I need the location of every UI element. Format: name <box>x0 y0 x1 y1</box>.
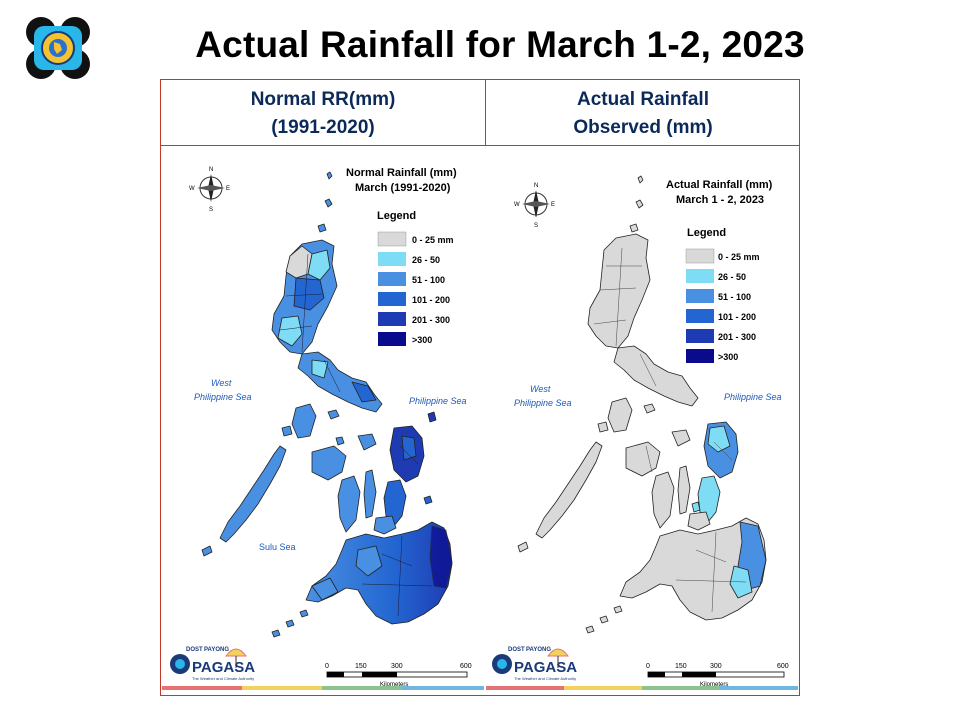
stripe-2 <box>242 686 322 690</box>
scale-tick-0-actual: 0 <box>646 663 650 670</box>
compass-s-actual: S <box>534 223 538 229</box>
actual-legend-title: Legend <box>687 227 726 239</box>
actual-sea-label-east: Philippine Sea <box>724 392 782 402</box>
comparison-frame <box>160 79 800 696</box>
actual-header-line-2: Observed (mm) <box>573 117 713 138</box>
actual-legend-label-2: 51 - 100 <box>718 292 751 302</box>
scale-tick-3: 600 <box>460 663 472 670</box>
slide-title: Actual Rainfall for March 1-2, 2023 <box>195 24 805 65</box>
legend-swatch-2 <box>378 272 406 286</box>
legend-swatch-0 <box>377 231 407 247</box>
pagasa-branding-actual: DOST PAYONG PAGASA The Weather and Clima… <box>492 647 577 681</box>
normal-header-line-2: (1991-2020) <box>271 117 375 138</box>
legend-swatch-3 <box>378 292 406 306</box>
legend-label-0: 0 - 25 mm <box>412 235 454 245</box>
actual-sea-label-west-1: West <box>530 384 551 394</box>
scale-tick-2-actual: 300 <box>710 663 722 670</box>
stripe-1 <box>162 686 242 690</box>
legend-label-5: >300 <box>412 335 432 345</box>
actual-legend-label-3: 101 - 200 <box>718 312 756 322</box>
legend-title: Legend <box>377 210 416 222</box>
scale-bar: 0 150 300 600 Kilometers <box>325 663 472 688</box>
actual-legend-swatch-5 <box>686 349 714 363</box>
compass-w: W <box>189 186 195 192</box>
legend-label-4: 201 - 300 <box>412 315 450 325</box>
scale-tick-0: 0 <box>325 663 329 670</box>
actual-legend-label-0: 0 - 25 mm <box>718 252 760 262</box>
brand-small-actual: PAYONG <box>526 647 551 653</box>
actual-legend-label-5: >300 <box>718 352 738 362</box>
pagasa-seal-logo <box>26 17 90 79</box>
compass-rose-icon: N S E W <box>189 167 230 213</box>
compass-rose-icon-actual: N S E W <box>514 183 555 229</box>
brand-tag-actual: DOST <box>508 647 525 653</box>
actual-rainfall-header: Actual Rainfall Observed (mm) <box>486 86 800 142</box>
legend-label-2: 51 - 100 <box>412 275 445 285</box>
actual-legend-swatch-0 <box>685 248 715 264</box>
actual-legend-label-4: 201 - 300 <box>718 332 756 342</box>
normal-header-line-1: Normal RR(mm) <box>250 89 396 110</box>
sea-label-west-2: Philippine Sea <box>194 392 252 402</box>
actual-legend-swatch-2 <box>686 289 714 303</box>
compass-e-actual: E <box>551 202 555 208</box>
philippines-map-normal <box>201 171 453 638</box>
legend-swatch-4 <box>378 312 406 326</box>
sea-label-west-1: West <box>211 378 232 388</box>
scale-tick-1-actual: 150 <box>675 663 687 670</box>
brand-agency: PAGASA <box>192 659 255 676</box>
compass-n: N <box>209 167 213 173</box>
compass-s: S <box>209 207 213 213</box>
scale-tick-2: 300 <box>391 663 403 670</box>
stripe-3-actual <box>642 686 720 690</box>
legend-right: 0 - 25 mm 26 - 50 51 - 100 101 - 200 201… <box>685 248 760 363</box>
normal-rainfall-header: Normal RR(mm) (1991-2020) <box>162 86 484 142</box>
map-title-line-1: Normal Rainfall (mm) <box>346 167 457 179</box>
normal-rainfall-map: N S E W Normal Rainfall (mm) March (1991… <box>162 146 484 690</box>
brand-tag: DOST <box>186 647 203 653</box>
actual-header-line-1: Actual Rainfall <box>577 89 709 110</box>
stripe-2-actual <box>564 686 642 690</box>
compass-e: E <box>226 186 230 192</box>
actual-map-title-line-2: March 1 - 2, 2023 <box>676 194 764 206</box>
brand-agency-actual: PAGASA <box>514 659 577 676</box>
actual-legend-label-1: 26 - 50 <box>718 272 746 282</box>
compass-w-actual: W <box>514 202 520 208</box>
map-title-line-2: March (1991-2020) <box>355 182 451 194</box>
brand-tagline-actual: The Weather and Climate Authority <box>514 676 576 681</box>
brand-tagline: The Weather and Climate Authority <box>192 676 254 681</box>
sea-label-east: Philippine Sea <box>409 396 467 406</box>
legend-left: 0 - 25 mm 26 - 50 51 - 100 101 - 200 201… <box>377 231 454 346</box>
actual-map-title-line-1: Actual Rainfall (mm) <box>666 179 773 191</box>
legend-label-1: 26 - 50 <box>412 255 440 265</box>
scale-unit: Kilometers <box>380 682 408 688</box>
brand-small: PAYONG <box>204 647 229 653</box>
stripe-4 <box>402 686 484 690</box>
philippines-map-actual <box>517 175 767 634</box>
actual-sea-label-west-2: Philippine Sea <box>514 398 572 408</box>
legend-swatch-1 <box>378 252 406 266</box>
sea-label-sulu: Sulu Sea <box>259 542 296 552</box>
actual-legend-swatch-1 <box>686 269 714 283</box>
stripe-3 <box>322 686 402 690</box>
stripe-4-actual <box>720 686 798 690</box>
scale-tick-1: 150 <box>355 663 367 670</box>
compass-n-actual: N <box>534 183 538 189</box>
pagasa-branding: DOST PAYONG PAGASA The Weather and Clima… <box>170 647 255 681</box>
actual-legend-swatch-3 <box>686 309 714 323</box>
actual-legend-swatch-4 <box>686 329 714 343</box>
scale-unit-actual: Kilometers <box>700 682 728 688</box>
legend-label-3: 101 - 200 <box>412 295 450 305</box>
scale-tick-3-actual: 600 <box>777 663 789 670</box>
stripe-1-actual <box>486 686 564 690</box>
legend-swatch-5 <box>378 332 406 346</box>
actual-rainfall-map: N S E W Actual Rainfall (mm) March 1 - 2… <box>486 146 798 690</box>
scale-bar-actual: 0 150 300 600 Kilometers <box>646 663 789 688</box>
